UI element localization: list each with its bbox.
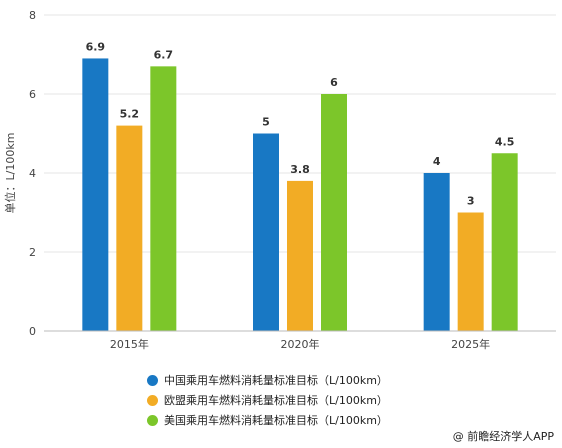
bar	[321, 94, 347, 331]
y-tick-label: 6	[29, 88, 36, 101]
bars-group	[82, 58, 518, 331]
data-label: 3	[467, 195, 475, 208]
data-label: 3.8	[290, 163, 310, 176]
data-label: 6.7	[154, 48, 174, 61]
bar	[253, 133, 279, 331]
legend-label: 欧盟乘用车燃料消耗量标准目标（L/100km）	[164, 394, 388, 407]
y-tick-label: 8	[29, 9, 36, 22]
legend-item: 欧盟乘用车燃料消耗量标准目标（L/100km）	[147, 390, 467, 410]
legend-swatch	[147, 394, 158, 406]
data-label: 4.5	[495, 135, 515, 148]
bar	[423, 173, 450, 331]
bar	[491, 153, 518, 331]
bar	[116, 125, 143, 331]
x-tick-label: 2025年	[451, 337, 490, 351]
x-tick-label: 2015年	[110, 337, 149, 351]
legend-swatch	[147, 414, 158, 426]
data-labels-group: 6.9 5.2 6.7 5 3.8 6 4 3 4.5	[86, 40, 515, 207]
bar	[82, 58, 109, 331]
x-axis-ticks: 2015年 2020年 2025年	[110, 337, 490, 351]
y-tick-label: 4	[29, 167, 36, 180]
legend-swatch	[147, 374, 158, 386]
data-label: 5.2	[120, 108, 140, 121]
source-credit: @ 前瞻经济学人APP	[452, 430, 554, 443]
legend-item: 美国乘用车燃料消耗量标准目标（L/100km）	[147, 410, 467, 430]
legend-item: 中国乘用车燃料消耗量标准目标（L/100km）	[147, 370, 467, 390]
legend-label: 美国乘用车燃料消耗量标准目标（L/100km）	[164, 414, 388, 427]
y-tick-label: 0	[29, 325, 36, 338]
bar	[457, 212, 484, 331]
data-label: 6.9	[86, 40, 106, 53]
data-label: 4	[433, 155, 441, 168]
bar	[150, 66, 177, 331]
data-label: 5	[262, 116, 270, 129]
y-axis-ticks: 0 2 4 6 8	[29, 9, 36, 338]
x-tick-label: 2020年	[281, 337, 320, 351]
bar	[287, 180, 313, 331]
y-tick-label: 2	[29, 246, 36, 259]
legend: 中国乘用车燃料消耗量标准目标（L/100km） 欧盟乘用车燃料消耗量标准目标（L/…	[147, 370, 467, 430]
legend-label: 中国乘用车燃料消耗量标准目标（L/100km）	[164, 374, 388, 387]
data-label: 6	[330, 76, 338, 89]
y-axis-label: 单位：L/100km	[3, 133, 17, 214]
